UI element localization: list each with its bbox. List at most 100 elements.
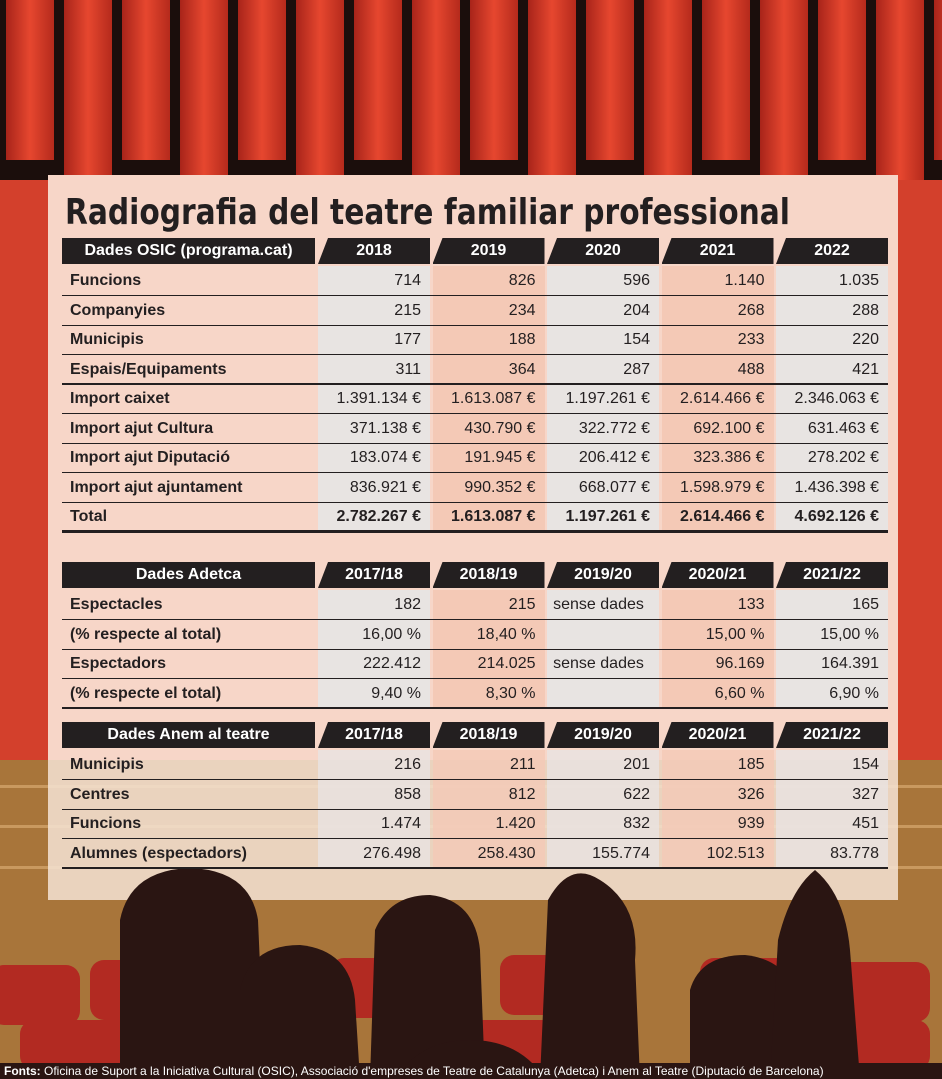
value-cell: 215 <box>508 596 536 613</box>
row-rule <box>62 678 888 679</box>
row-label: Alumnes (espectadors) <box>70 844 247 862</box>
curtain-fold <box>6 0 54 160</box>
value-cell: 832 <box>623 815 650 832</box>
value-cell: 234 <box>508 301 536 319</box>
row-rule <box>62 530 888 533</box>
title-layer: Radiografia del teatre familiar professi… <box>65 192 790 233</box>
value-cell: 364 <box>508 360 536 378</box>
column-shade <box>547 266 659 532</box>
row-rule <box>62 619 888 620</box>
value-cell <box>547 679 659 709</box>
row-rule <box>62 501 888 503</box>
value-cell: 155.774 <box>592 844 650 862</box>
value-cell: 371.138 € <box>349 419 421 437</box>
curtain-fold <box>760 0 808 180</box>
row-rule <box>62 413 888 414</box>
column-shade <box>776 266 888 532</box>
header-cell: 2021/22 <box>776 562 888 588</box>
value-cell: 164.391 <box>821 655 879 672</box>
value-cell: 596 <box>623 272 650 289</box>
header-cell: 2019/20 <box>547 562 659 588</box>
value-cell <box>547 620 659 650</box>
value-cell: 1.613.087 € <box>450 508 536 525</box>
header-cell: 2020/21 <box>661 562 774 588</box>
value-cell: 276.498 <box>363 844 421 862</box>
value-cell: 421 <box>852 360 879 378</box>
value-cell: 323.386 € <box>693 449 765 466</box>
value-cell: 201 <box>623 756 650 773</box>
value-cell: 1.035 <box>838 272 879 289</box>
value-cell: 326 <box>737 785 765 803</box>
header-cell: Dades Anem al teatre <box>62 722 315 748</box>
value-cell: 9,40 % <box>371 684 421 702</box>
row-label: Municipis <box>70 331 144 348</box>
value-cell: 1.140 <box>724 272 765 289</box>
value-cell: 15,00 % <box>820 625 879 643</box>
row-label: Funcions <box>70 272 142 289</box>
header-cell: 2018 <box>318 238 430 264</box>
curtain-fold <box>528 0 576 180</box>
row-label: Espais/Equipaments <box>70 360 227 378</box>
row-rule <box>62 866 888 869</box>
value-cell: 96.169 <box>715 655 765 672</box>
header-cell: 2021/22 <box>776 722 888 748</box>
row-label: Import ajut Diputació <box>70 449 230 466</box>
header-cell: 2018/19 <box>432 722 545 748</box>
value-cell: 1.197.261 € <box>565 508 650 525</box>
column-shade <box>432 266 545 532</box>
header-cell: 2018/19 <box>432 562 545 588</box>
value-cell: 233 <box>737 331 765 348</box>
value-cell: 18,40 % <box>476 625 536 643</box>
curtain-fold <box>934 0 942 160</box>
row-label: Funcions <box>70 815 142 832</box>
value-cell: 1.474 <box>380 815 421 832</box>
value-cell: 177 <box>394 331 421 348</box>
value-cell: 185 <box>737 756 765 773</box>
value-cell: 16,00 % <box>362 625 421 643</box>
footer-label: Fonts: <box>4 1064 41 1078</box>
row-label: Companyies <box>70 301 166 319</box>
footer: Fonts: Oficina de Suport a la Iniciativa… <box>0 1063 942 1079</box>
row-label: Import ajut ajuntament <box>70 478 243 496</box>
value-cell: 188 <box>508 331 536 348</box>
value-cell: 858 <box>394 785 421 803</box>
value-cell: 1.391.134 € <box>336 390 421 407</box>
curtain-fold <box>122 0 170 160</box>
curtain-fold <box>64 0 112 180</box>
value-cell: 668.077 € <box>578 478 650 496</box>
row-label: (% respecte el total) <box>70 684 222 702</box>
value-cell: 204 <box>623 301 650 319</box>
row-rule <box>62 442 888 444</box>
row-rule <box>62 706 888 709</box>
value-cell: 2.614.466 € <box>679 508 765 525</box>
curtain-fold <box>876 0 924 180</box>
footer-text: Oficina de Suport a la Iniciativa Cultur… <box>44 1064 824 1078</box>
row-rule <box>62 354 888 355</box>
curtain-fold <box>412 0 460 180</box>
row-label: Espectadors <box>70 655 167 672</box>
row-rule <box>62 838 888 839</box>
row-label: (% respecte al total) <box>70 625 222 643</box>
value-cell: 15,00 % <box>705 625 765 643</box>
row-rule <box>62 295 888 296</box>
value-cell: 258.430 <box>477 844 536 862</box>
value-cell: 133 <box>737 596 765 613</box>
value-cell: 327 <box>852 785 879 803</box>
value-cell: 430.790 € <box>464 419 536 437</box>
value-cell: 451 <box>852 815 879 832</box>
value-cell: 288 <box>852 301 879 319</box>
value-cell: 154 <box>623 331 650 348</box>
header-cell: 2020/21 <box>661 722 774 748</box>
value-cell: 6,90 % <box>829 684 879 702</box>
value-cell: sense dades <box>553 655 644 672</box>
value-cell: 211 <box>509 756 536 773</box>
row-rule <box>62 382 888 385</box>
value-cell: 191.945 € <box>464 449 536 466</box>
curtain-fold <box>702 0 750 160</box>
value-cell: 214.025 <box>477 655 536 672</box>
value-cell: 154 <box>852 756 879 773</box>
value-cell: 268 <box>737 301 765 319</box>
title: Radiografia del teatre familiar professi… <box>65 192 790 233</box>
